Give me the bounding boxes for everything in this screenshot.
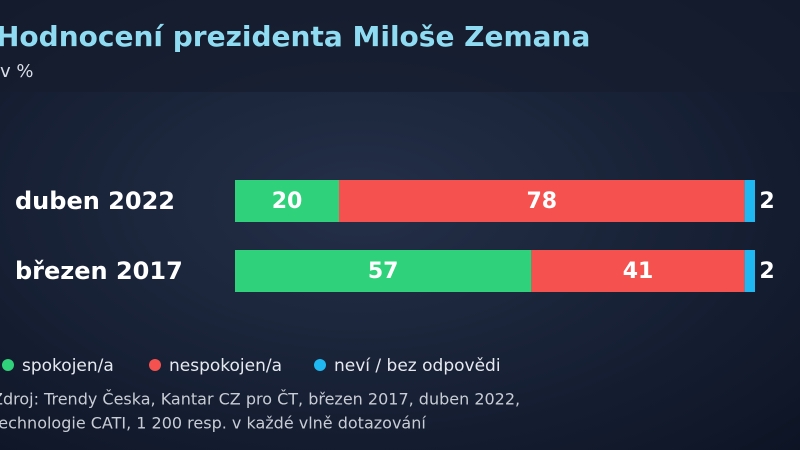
bar-segment [744, 180, 755, 222]
chart-title: Hodnocení prezidenta Miloše Zemana [0, 20, 590, 53]
chart-subtitle: v % [0, 61, 33, 82]
value-label: 20 [272, 189, 303, 214]
legend-swatch [149, 359, 161, 371]
bar-segment [235, 180, 339, 222]
bar-segment [235, 250, 532, 292]
legend-label: spokojen/a [22, 356, 114, 376]
legend-swatch [314, 359, 326, 371]
value-label: 57 [368, 259, 399, 284]
category-label: duben 2022 [15, 187, 175, 215]
value-label: 2 [759, 259, 774, 284]
value-label: 78 [526, 189, 557, 214]
value-label: 41 [623, 259, 654, 284]
source-line: technologie CATI, 1 200 resp. v každé vl… [0, 414, 426, 433]
value-label: 2 [759, 189, 774, 214]
header-band [0, 0, 800, 92]
bar-segment [531, 250, 745, 292]
category-label: březen 2017 [15, 257, 183, 285]
bar-segment [339, 180, 745, 222]
legend-swatch [2, 359, 14, 371]
legend-label: neví / bez odpovědi [334, 356, 501, 376]
bar-segment [744, 250, 755, 292]
source-line: Zdroj: Trendy Česka, Kantar CZ pro ČT, b… [0, 390, 520, 409]
legend-label: nespokojen/a [169, 356, 282, 376]
